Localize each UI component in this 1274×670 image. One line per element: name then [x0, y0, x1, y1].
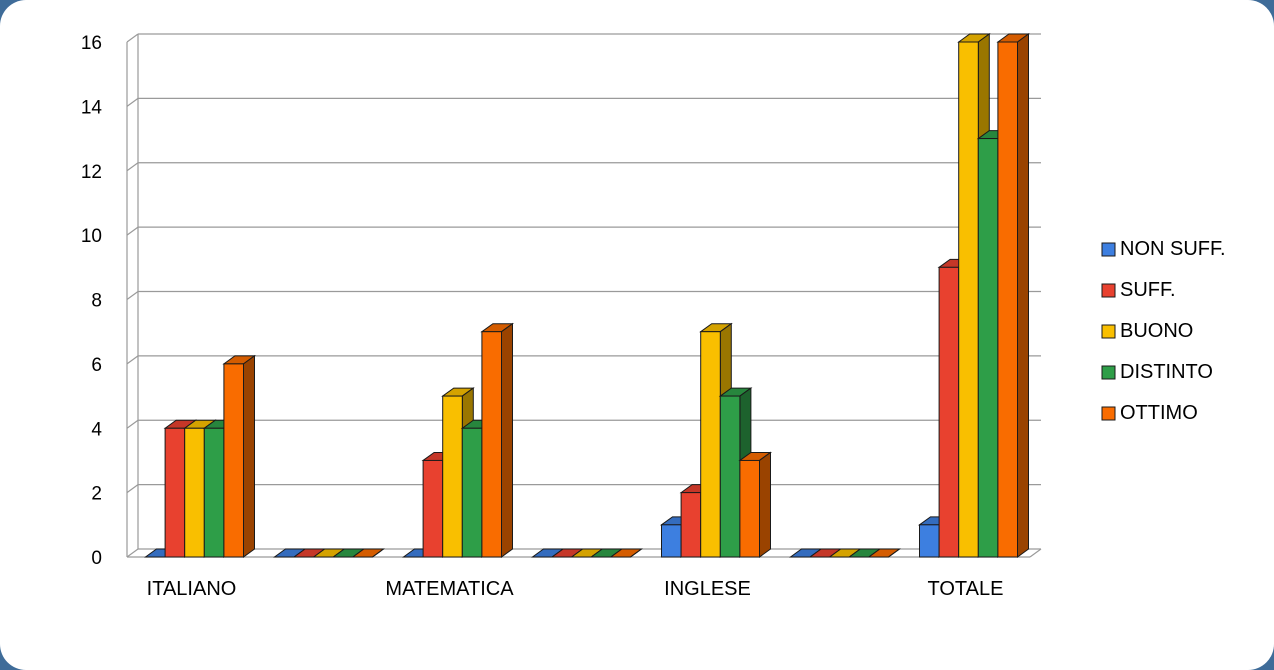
bar-front: [164, 427, 186, 558]
y-tick-label: 16: [81, 33, 102, 54]
bar: [351, 548, 386, 558]
legend-label: NON SUFF.: [1120, 238, 1226, 260]
bar-front: [481, 331, 502, 558]
gridline-depth: [126, 226, 139, 236]
bar: [480, 322, 515, 558]
x-axis-depth-line: [1029, 548, 1042, 558]
legend-swatch: [1101, 242, 1116, 257]
bar-front: [739, 459, 761, 558]
legend-item: BUONO: [1101, 320, 1193, 342]
y-tick-label: 2: [91, 484, 102, 505]
bar-front: [223, 363, 244, 558]
bar-front: [661, 524, 682, 558]
bar-front: [977, 138, 999, 558]
bar-front: [719, 395, 741, 558]
bar-side: [888, 548, 900, 558]
bar-front: [700, 331, 721, 558]
bar: [222, 354, 257, 558]
legend: NON SUFF. SUFF. BUONO DISTINTO OTTIMO: [1101, 238, 1226, 424]
y-tick-label: 14: [81, 97, 103, 118]
y-tick-label: 10: [81, 226, 102, 247]
gridline-depth: [126, 162, 139, 172]
bar: [996, 33, 1031, 558]
bar-front: [919, 524, 940, 558]
bar-side: [759, 451, 771, 558]
bar-front: [997, 41, 1019, 558]
y-tick-label: 12: [81, 162, 102, 183]
bar-front: [184, 427, 205, 558]
legend-label: BUONO: [1120, 320, 1193, 342]
legend-item: DISTINTO: [1101, 361, 1213, 383]
y-tick-label: 0: [91, 548, 102, 569]
bar-side: [243, 354, 255, 558]
legend-label: OTTIMO: [1120, 402, 1198, 424]
bar-front: [461, 427, 483, 558]
legend-swatch: [1101, 283, 1116, 298]
y-tick-label: 8: [91, 291, 102, 312]
bar-front: [203, 427, 225, 558]
gridline-depth: [126, 97, 139, 107]
legend-swatch: [1101, 406, 1116, 421]
bar: [867, 548, 902, 558]
gridlines: [126, 33, 1042, 558]
x-tick-label: INGLESE: [664, 578, 751, 600]
bar-side: [372, 548, 384, 558]
y-tick-label: 4: [91, 419, 102, 440]
legend-label: SUFF.: [1120, 279, 1176, 301]
gridline-depth: [126, 291, 139, 300]
y-tick-label: 6: [91, 355, 102, 376]
x-tick-label: MATEMATICA: [385, 578, 514, 600]
bars: [143, 33, 1031, 558]
legend-swatch: [1101, 365, 1116, 380]
axes: 0 2 4 6 8 10 12 14 16 ITALIANO MATEMATICA INGLESE TO…: [81, 33, 1004, 600]
bar-front: [442, 395, 463, 558]
legend-swatch: [1101, 324, 1116, 339]
legend-item: NON SUFF.: [1101, 238, 1226, 260]
gridline-depth: [126, 33, 139, 43]
bar-front: [938, 266, 960, 558]
legend-label: DISTINTO: [1120, 361, 1213, 383]
bar: [738, 451, 773, 558]
bar-front: [422, 459, 444, 558]
gridline-depth: [126, 548, 139, 558]
bar: [609, 548, 644, 558]
bar-side: [630, 548, 642, 558]
bar-front: [958, 41, 979, 558]
gridline-depth: [126, 484, 139, 494]
legend-item: SUFF.: [1101, 279, 1176, 301]
x-tick-label: ITALIANO: [147, 578, 237, 600]
gridline-depth: [126, 355, 139, 365]
bar-side: [1017, 33, 1029, 558]
bar-front: [680, 492, 702, 558]
gridline-depth: [126, 419, 139, 429]
legend-item: OTTIMO: [1101, 402, 1198, 424]
x-tick-label: TOTALE: [928, 578, 1004, 600]
bar-side: [501, 322, 513, 558]
